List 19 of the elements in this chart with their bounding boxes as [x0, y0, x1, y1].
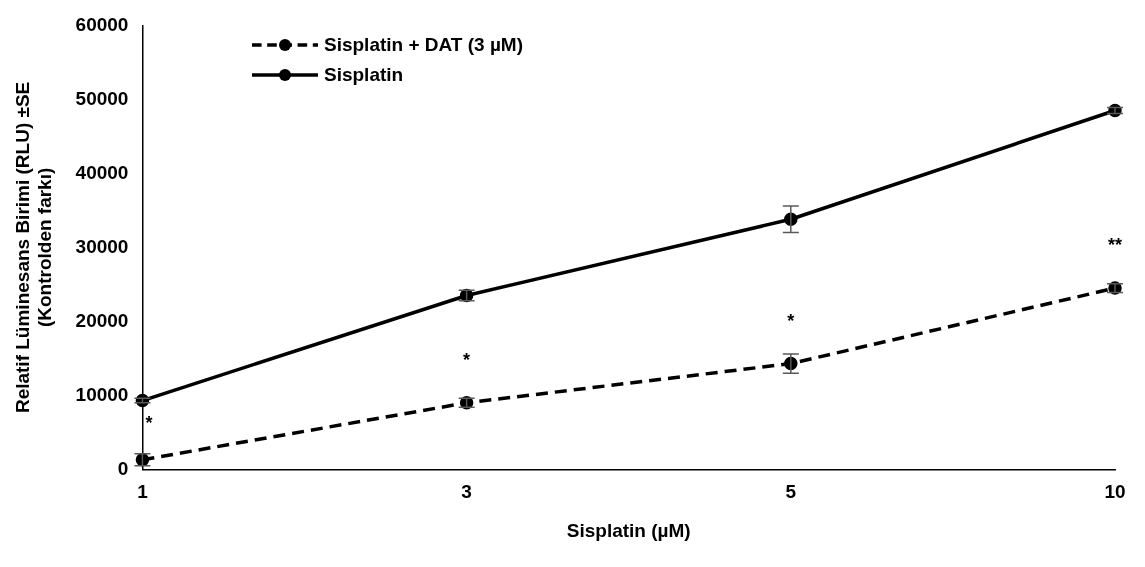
- x-tick-label: 1: [137, 481, 149, 503]
- y-tick-label: 30000: [75, 235, 129, 257]
- x-axis-title: Sisplatin (µM): [566, 519, 691, 541]
- legend-label: Sisplatin + DAT (3 µM): [324, 34, 524, 56]
- legend-label: Sisplatin: [324, 64, 404, 86]
- y-axis-title: Relatif Lüminesans Birimi (RLU) ±SE (Kontrolden farkı): [11, 81, 56, 414]
- annotation: **: [1107, 235, 1123, 256]
- y-tick-label: 0: [117, 457, 129, 479]
- y-tick-label: 60000: [75, 13, 129, 35]
- x-tick-label: 3: [461, 481, 472, 503]
- annotation: *: [787, 310, 795, 331]
- annotation: *: [463, 349, 471, 370]
- annotation: *: [145, 412, 153, 433]
- y-tick-label: 20000: [75, 309, 129, 331]
- y-tick-label: 50000: [75, 87, 129, 109]
- x-tick-label: 5: [785, 481, 797, 503]
- x-tick-label: 10: [1104, 481, 1126, 503]
- y-tick-label: 40000: [75, 161, 129, 183]
- y-tick-label: 10000: [75, 383, 129, 405]
